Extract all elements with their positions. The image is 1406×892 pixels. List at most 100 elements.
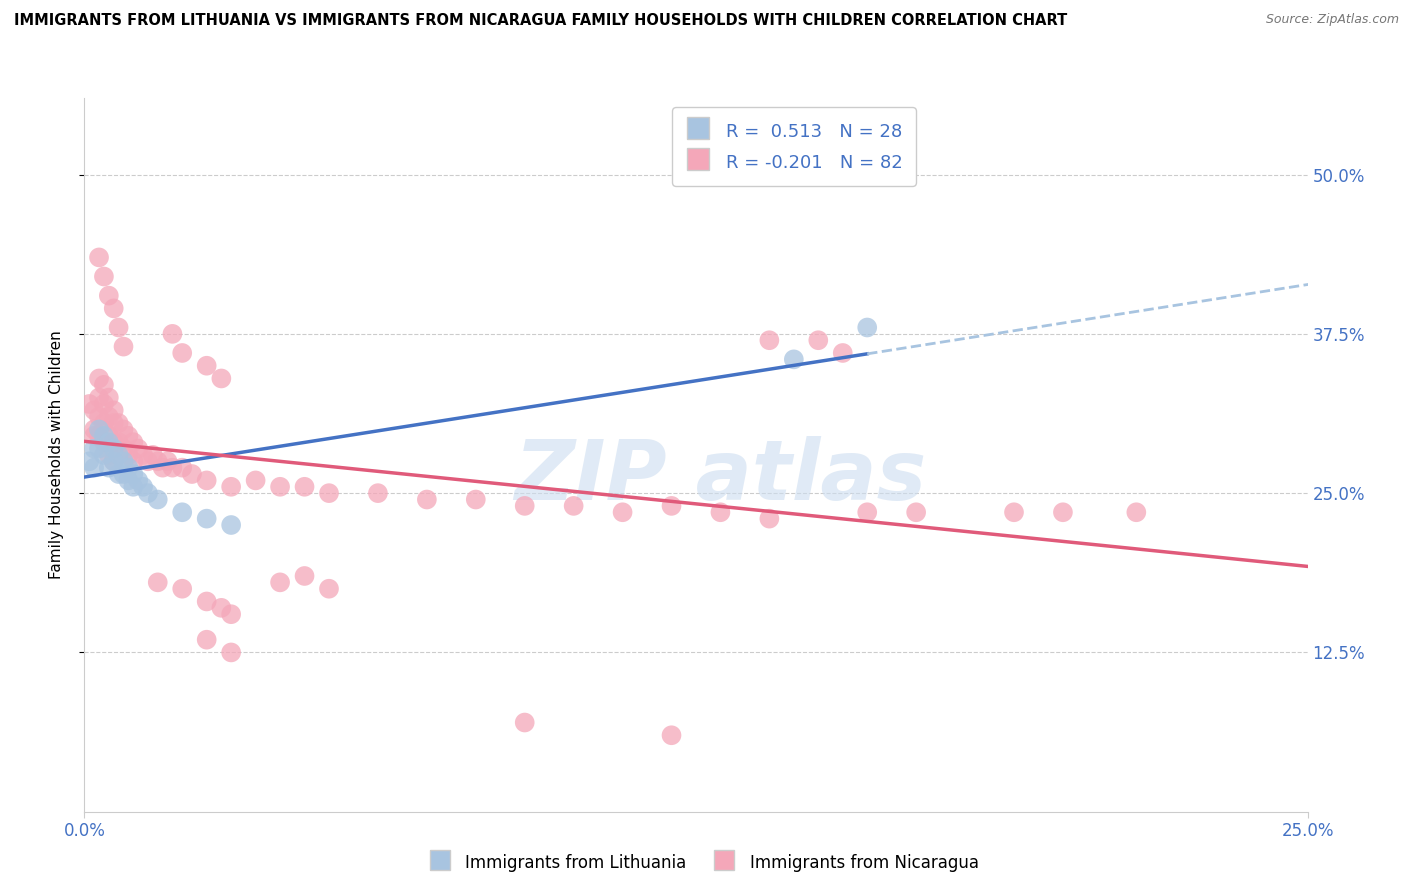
Point: [513, 499, 536, 513]
Point: [269, 575, 291, 590]
Point: [219, 480, 242, 494]
Point: [103, 403, 125, 417]
Point: [117, 474, 139, 488]
Point: [807, 333, 830, 347]
Point: [195, 359, 218, 373]
Point: [112, 454, 135, 468]
Point: [87, 371, 110, 385]
Point: [117, 429, 139, 443]
Point: [464, 492, 486, 507]
Point: [562, 499, 585, 513]
Point: [783, 352, 806, 367]
Point: [172, 346, 194, 360]
Point: [97, 288, 120, 302]
Point: [112, 340, 135, 354]
Point: [132, 480, 155, 494]
Point: [107, 416, 129, 430]
Point: [107, 448, 129, 462]
Point: [87, 422, 110, 436]
Legend: R =  0.513   N = 28, R = -0.201   N = 82: R = 0.513 N = 28, R = -0.201 N = 82: [672, 107, 915, 186]
Point: [219, 645, 242, 659]
Point: [172, 460, 194, 475]
Point: [112, 442, 135, 456]
Point: [661, 499, 683, 513]
Point: [87, 429, 110, 443]
Point: [122, 435, 145, 450]
Point: [103, 301, 125, 316]
Point: [162, 326, 184, 341]
Point: [112, 467, 135, 481]
Point: [87, 442, 110, 456]
Point: [83, 422, 105, 436]
Point: [97, 391, 120, 405]
Point: [195, 474, 218, 488]
Point: [209, 600, 232, 615]
Point: [83, 403, 105, 417]
Text: ZIP atlas: ZIP atlas: [515, 436, 927, 516]
Point: [661, 728, 683, 742]
Point: [269, 480, 291, 494]
Point: [758, 333, 780, 347]
Point: [132, 448, 155, 462]
Point: [93, 435, 115, 450]
Point: [127, 474, 149, 488]
Point: [416, 492, 439, 507]
Point: [758, 511, 780, 525]
Point: [103, 454, 125, 468]
Point: [117, 460, 139, 475]
Point: [93, 377, 115, 392]
Point: [856, 320, 879, 334]
Point: [103, 442, 125, 456]
Point: [93, 397, 115, 411]
Y-axis label: Family Households with Children: Family Households with Children: [49, 331, 63, 579]
Point: [195, 594, 218, 608]
Point: [77, 454, 100, 468]
Point: [87, 251, 110, 265]
Point: [146, 492, 169, 507]
Point: [367, 486, 389, 500]
Point: [172, 505, 194, 519]
Point: [107, 320, 129, 334]
Point: [219, 518, 242, 533]
Point: [127, 442, 149, 456]
Point: [107, 435, 129, 450]
Point: [97, 448, 120, 462]
Point: [1125, 505, 1147, 519]
Point: [318, 582, 340, 596]
Point: [146, 454, 169, 468]
Point: [112, 422, 135, 436]
Point: [245, 474, 267, 488]
Point: [146, 575, 169, 590]
Point: [83, 460, 105, 475]
Point: [1002, 505, 1025, 519]
Point: [142, 448, 165, 462]
Point: [122, 467, 145, 481]
Point: [156, 454, 179, 468]
Point: [195, 511, 218, 525]
Point: [709, 505, 731, 519]
Point: [294, 569, 316, 583]
Point: [93, 448, 115, 462]
Point: [77, 397, 100, 411]
Point: [172, 582, 194, 596]
Point: [93, 429, 115, 443]
Point: [831, 346, 853, 360]
Point: [97, 435, 120, 450]
Point: [294, 480, 316, 494]
Point: [107, 467, 129, 481]
Point: [97, 409, 120, 424]
Point: [136, 486, 159, 500]
Point: [103, 454, 125, 468]
Legend: Immigrants from Lithuania, Immigrants from Nicaragua: Immigrants from Lithuania, Immigrants fr…: [420, 846, 986, 880]
Point: [93, 416, 115, 430]
Text: Source: ZipAtlas.com: Source: ZipAtlas.com: [1265, 13, 1399, 27]
Point: [93, 269, 115, 284]
Point: [122, 480, 145, 494]
Point: [856, 505, 879, 519]
Point: [117, 448, 139, 462]
Point: [97, 460, 120, 475]
Point: [318, 486, 340, 500]
Point: [152, 460, 174, 475]
Point: [162, 460, 184, 475]
Point: [122, 454, 145, 468]
